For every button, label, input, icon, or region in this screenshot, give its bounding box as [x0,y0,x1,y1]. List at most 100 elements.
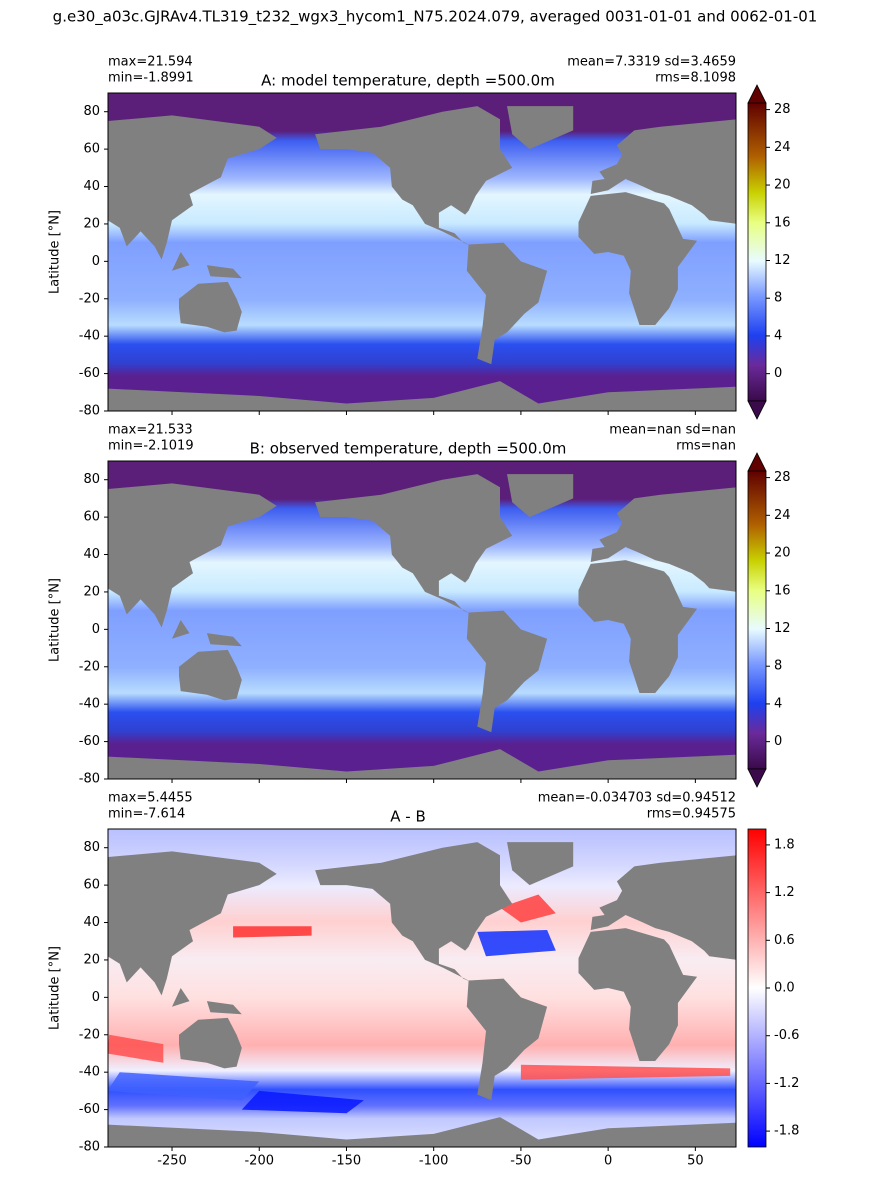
y-tick-label: -20 [79,291,100,306]
y-tick-label: -80 [79,1140,100,1155]
y-tick-label: -60 [79,1102,100,1117]
land [466,242,548,365]
colorbar-tick-label: 20 [774,178,791,193]
land [108,381,736,411]
land [172,620,190,639]
max-text: max=21.533 [108,423,193,438]
colorbar-extend-top [747,452,767,472]
rms-text: rms=8.1098 [655,71,736,86]
y-tick-label: 80 [83,840,100,855]
map [108,93,736,411]
y-axis-label: Latitude [°N] [48,578,63,662]
axes-frame [107,92,737,412]
x-tick-label: 0 [604,1154,612,1169]
land [507,106,574,150]
land [590,487,736,592]
land [507,842,574,886]
land [172,252,190,271]
land [179,281,242,333]
stats-text: mean=-0.034703 sd=0.94512 [538,791,736,806]
land [590,855,736,960]
x-tick-label: -200 [244,1154,274,1169]
land [315,474,513,615]
stats-text: mean=nan sd=nan [609,423,736,438]
map [108,829,736,1147]
colorbar-tick-label: -0.6 [774,1028,799,1043]
max-text: max=5.4455 [108,791,193,806]
y-tick-label: 80 [83,104,100,119]
land [108,483,277,628]
y-tick-label: 60 [83,510,100,525]
colorbar-body [747,470,767,770]
y-tick-label: 40 [83,547,100,562]
anomaly-region [477,930,556,957]
y-tick-label: 60 [83,142,100,157]
colorbar-extend-bottom [747,768,767,788]
land [179,649,242,701]
map [108,461,736,779]
colorbar: 0 4 8 12 16 20 24 28 [747,84,791,420]
x-tick-label: -50 [510,1154,531,1169]
colorbar: 0 4 8 12 16 20 24 28 [747,452,791,788]
colorbar-tick-label: 0 [774,734,782,749]
colorbar-tick-label: 16 [774,583,791,598]
axes-frame [107,460,737,780]
map-panel: B: observed temperature, depth =500.0m ma… [48,423,737,787]
colorbar-tick-label: 20 [774,546,791,561]
colorbar-tick-label: 0.6 [774,933,795,948]
y-tick-label: -40 [79,1065,100,1080]
colorbar-tick-label: 4 [774,328,782,343]
colorbar-tick-label: 28 [774,102,791,117]
colorbar-extend-top [747,84,767,104]
land [578,560,698,693]
anomaly-region [241,1090,364,1114]
panel-title: A - B [390,808,426,826]
colorbar-tick-label: 1.2 [774,885,795,900]
land [108,749,736,779]
y-tick-label: 0 [92,254,100,269]
y-tick-label: -40 [79,329,100,344]
land [206,633,242,647]
land [466,610,548,733]
land [206,1001,242,1015]
y-tick-label: -40 [79,697,100,712]
axes-frame [107,828,737,1148]
y-tick-label: 40 [83,915,100,930]
colorbar-tick-label: 28 [774,470,791,485]
y-axis-label: Latitude [°N] [48,210,63,294]
land [507,474,574,518]
colorbar-tick-label: -1.2 [774,1076,799,1091]
colorbar-extend-bottom [747,400,767,420]
anomaly-region [500,894,556,923]
land [578,928,698,1061]
y-tick-label: 0 [92,990,100,1005]
y-tick-label: -60 [79,734,100,749]
y-tick-label: -80 [79,772,100,787]
figure-title: g.e30_a03c.GJRAv4.TL319_t232_wgx3_hycom1… [53,8,818,27]
land [315,106,513,247]
min-text: min=-1.8991 [108,71,194,86]
colorbar-tick-label: 1.8 [774,837,795,852]
y-tick-label: 20 [83,216,100,231]
y-axis-label: Latitude [°N] [48,946,63,1030]
land [108,115,277,260]
min-text: min=-7.614 [108,807,185,822]
land [466,978,548,1101]
land [578,192,698,325]
colorbar-tick-label: 12 [774,253,791,268]
rms-text: rms=0.94575 [647,807,736,822]
colorbar-body [747,828,767,1148]
colorbar-tick-label: 8 [774,659,782,674]
colorbar-tick-label: -1.8 [774,1124,799,1139]
x-tick-label: -150 [332,1154,362,1169]
colorbar-tick-label: 24 [774,140,791,155]
y-tick-label: -20 [79,1027,100,1042]
panel-title: A: model temperature, depth =500.0m [261,72,555,90]
y-tick-label: 20 [83,952,100,967]
map-panel: A: model temperature, depth =500.0m max=2… [48,55,737,419]
min-text: min=-2.1019 [108,439,194,454]
rms-text: rms=nan [676,439,736,454]
x-tick-label: -250 [157,1154,187,1169]
